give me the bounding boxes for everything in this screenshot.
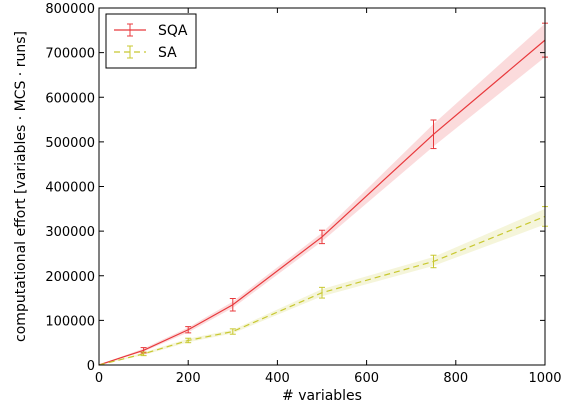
x-axis-label: # variables [282,388,362,404]
y-tick-label: 0 [87,359,95,374]
y-tick-label: 300000 [45,225,95,240]
x-tick-label: 600 [354,371,379,386]
sqa-error-bar [430,119,437,150]
y-tick-label: 400000 [45,181,95,196]
y-tick-label: 700000 [45,47,95,62]
legend: SQA SA [105,13,197,69]
legend-box [105,13,197,69]
axis-ticks: 0 200 400 600 800 1000 0 100000 200000 300000 4000… [45,2,561,386]
y-tick-label: 800000 [45,2,95,17]
legend-sa-label: SA [158,45,177,61]
sqa-error-bar [185,326,192,334]
y-axis-label: computational effort [variables · MCS · … [13,31,29,342]
error-bars [140,22,548,357]
y-tick-label: 500000 [45,136,95,151]
sa-error-bar [229,328,236,335]
sa-error-bar [319,286,325,299]
sa-error-bar [185,337,192,344]
legend-sqa-label: SQA [158,23,188,39]
y-tick-label: 600000 [45,91,95,106]
x-tick-label: 800 [443,371,468,386]
sa-error-bar [430,254,437,269]
x-tick-label: 400 [265,371,290,386]
x-tick-label: 1000 [528,371,561,386]
x-tick-label: 0 [95,371,103,386]
confidence-bands [99,23,545,366]
sqa-band [99,23,545,366]
sqa-error-bar [319,229,325,245]
y-tick-label: 100000 [45,314,95,329]
sa-error-bar [140,351,147,357]
y-tick-label: 200000 [45,270,95,285]
sqa-error-bar [229,298,236,312]
x-tick-label: 200 [176,371,201,386]
